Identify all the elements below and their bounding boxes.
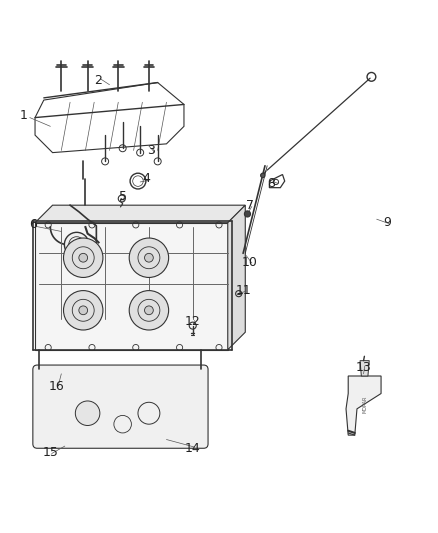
- Circle shape: [129, 238, 169, 278]
- Text: 8: 8: [268, 177, 276, 190]
- Text: 13: 13: [356, 361, 371, 374]
- Text: 15: 15: [42, 446, 58, 459]
- Circle shape: [64, 290, 103, 330]
- Circle shape: [129, 290, 169, 330]
- Text: 7: 7: [246, 199, 254, 212]
- Text: 10: 10: [242, 256, 258, 269]
- Text: 9: 9: [384, 216, 392, 229]
- Text: 11: 11: [235, 284, 251, 297]
- Polygon shape: [360, 361, 369, 376]
- Text: 6: 6: [29, 219, 37, 231]
- Circle shape: [261, 173, 265, 177]
- FancyBboxPatch shape: [33, 365, 208, 448]
- Text: 14: 14: [185, 442, 201, 455]
- Text: 12: 12: [185, 315, 201, 328]
- Text: 5: 5: [119, 190, 127, 203]
- Circle shape: [75, 401, 100, 425]
- Text: 2: 2: [95, 74, 102, 87]
- Circle shape: [79, 306, 88, 314]
- Text: MOPAR: MOPAR: [362, 396, 367, 413]
- Text: 1: 1: [20, 109, 28, 122]
- Polygon shape: [346, 376, 381, 435]
- Circle shape: [244, 211, 251, 217]
- Text: 16: 16: [49, 381, 65, 393]
- Circle shape: [79, 253, 88, 262]
- Text: 3: 3: [147, 144, 155, 157]
- Text: 4: 4: [143, 172, 151, 185]
- Polygon shape: [35, 223, 228, 350]
- Polygon shape: [228, 205, 245, 350]
- Polygon shape: [35, 205, 245, 223]
- Circle shape: [145, 306, 153, 314]
- Circle shape: [64, 238, 103, 278]
- Circle shape: [64, 232, 89, 257]
- Circle shape: [145, 253, 153, 262]
